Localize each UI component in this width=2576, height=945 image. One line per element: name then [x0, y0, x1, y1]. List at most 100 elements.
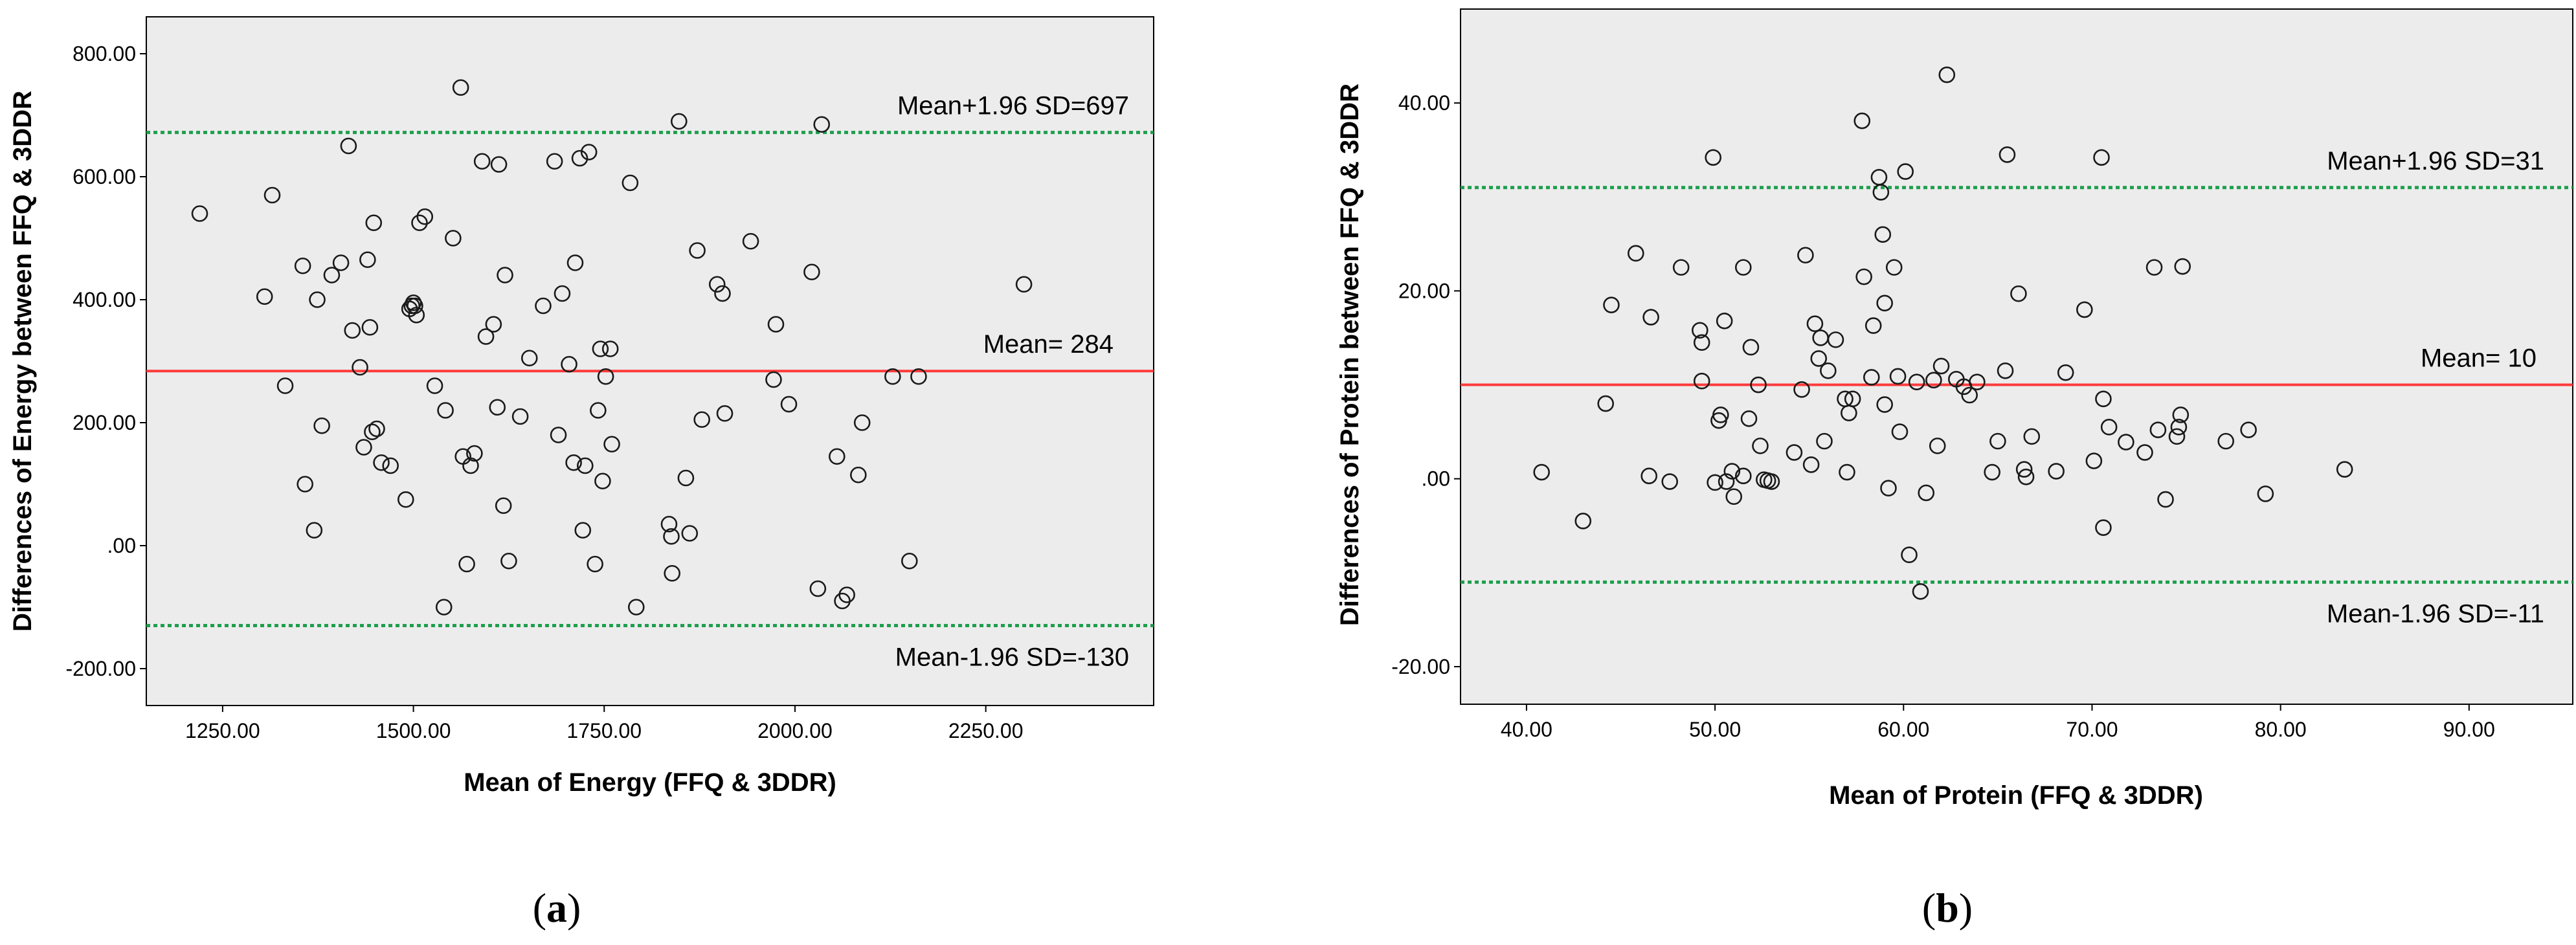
- data-point: [850, 466, 867, 484]
- data-point: [332, 254, 350, 271]
- y-tick-label: 800.00: [73, 42, 136, 65]
- data-point: [382, 457, 399, 474]
- y-tick-label: .00: [1422, 467, 1450, 491]
- data-point: [256, 288, 273, 306]
- x-tick-label: 1500.00: [376, 719, 451, 742]
- data-point: [344, 322, 361, 339]
- data-point: [546, 153, 563, 170]
- y-tick-label: 600.00: [73, 165, 136, 188]
- data-point: [1918, 484, 1935, 502]
- data-point: [373, 454, 390, 471]
- data-point: [521, 350, 538, 367]
- data-point: [708, 276, 726, 293]
- data-point: [714, 285, 731, 302]
- data-point: [853, 414, 871, 431]
- data-point: [742, 232, 759, 250]
- data-point: [1925, 372, 1942, 389]
- data-point: [2015, 461, 2033, 478]
- panel-marks: -200.00 .00 200.00 400.00 600.00 800.00 1250.0…: [65, 42, 1154, 742]
- data-point: [294, 257, 311, 274]
- data-point: [359, 251, 376, 269]
- data-point: [574, 522, 592, 539]
- panel-label: a: [546, 885, 567, 931]
- data-point: [364, 423, 381, 441]
- data-point: [458, 555, 475, 573]
- data-point: [276, 377, 294, 394]
- data-point: [2095, 390, 2112, 408]
- data-point: [603, 436, 620, 453]
- data-point: [2217, 432, 2235, 450]
- y-axis-label: Differences of Protein between FFQ & 3DD…: [1336, 83, 1364, 626]
- data-point: [1603, 296, 1620, 313]
- data-point: [1938, 66, 1956, 83]
- data-point: [809, 580, 827, 597]
- data-point: [1716, 313, 1733, 329]
- data-point: [1533, 463, 1551, 481]
- data-point: [1725, 488, 1743, 506]
- data-point: [1734, 467, 1752, 485]
- data-point: [489, 399, 506, 416]
- data-point: [2149, 421, 2167, 439]
- data-point: [426, 377, 443, 394]
- data-point: [660, 515, 678, 533]
- data-point: [1816, 432, 1833, 450]
- data-point: [1718, 473, 1735, 490]
- data-point: [2010, 285, 2027, 302]
- data-point: [473, 153, 491, 170]
- data-point: [309, 291, 326, 308]
- panel-label: b: [1936, 885, 1959, 931]
- x-tick-label: 80.00: [2255, 718, 2307, 741]
- data-point: [829, 448, 846, 465]
- x-tick-label: 2000.00: [757, 719, 833, 742]
- data-point: [352, 359, 368, 376]
- mean-line-label: Mean= 284: [983, 330, 1114, 359]
- data-point: [477, 328, 495, 345]
- data-point: [910, 368, 927, 385]
- data-point: [2057, 364, 2074, 381]
- data-point: [663, 528, 680, 545]
- data-point: [1969, 373, 1986, 390]
- data-point: [191, 205, 208, 222]
- data-point: [1876, 396, 1893, 413]
- data-point: [2085, 452, 2103, 469]
- data-point: [1723, 463, 1741, 480]
- data-point: [2095, 519, 2112, 536]
- data-point: [1806, 315, 1824, 333]
- data-point: [813, 116, 831, 133]
- data-point: [462, 457, 479, 474]
- data-point: [670, 113, 688, 130]
- data-point: [306, 522, 323, 539]
- data-point: [1793, 381, 1810, 398]
- data-point: [355, 439, 372, 456]
- data-point: [1661, 473, 1679, 490]
- panel-marks: -20.00 .00 20.00 40.00 40.00 50.00 60.00 70.00 8…: [1391, 66, 2573, 741]
- data-point: [1797, 247, 1814, 264]
- data-point: [1015, 276, 1033, 293]
- data-point: [677, 469, 695, 487]
- data-point: [1876, 295, 1893, 312]
- data-point: [2145, 259, 2163, 276]
- upper-limit-line-label: Mean+1.96 SD=31: [2327, 147, 2544, 175]
- data-point: [1999, 146, 2016, 163]
- x-tick-label: 90.00: [2443, 718, 2495, 741]
- data-point: [2257, 485, 2274, 502]
- data-point: [407, 297, 423, 315]
- data-point: [689, 242, 706, 259]
- data-point: [1641, 467, 1657, 485]
- y-axis-label: Differences of Energy between FFQ & 3DDR: [8, 91, 37, 632]
- data-point: [1693, 334, 1710, 351]
- lower-limit-line-label: Mean-1.96 SD=-11: [2327, 599, 2544, 628]
- data-point: [1628, 245, 1644, 262]
- data-point: [1901, 546, 1918, 564]
- panel-caption: (b): [1922, 885, 1973, 931]
- data-point: [767, 316, 785, 333]
- data-point: [780, 395, 798, 413]
- data-point: [313, 417, 330, 434]
- data-point: [561, 355, 577, 373]
- data-point: [1734, 259, 1752, 276]
- data-point: [408, 306, 425, 324]
- x-tick-label: 2250.00: [948, 719, 1024, 742]
- data-point: [2172, 406, 2190, 423]
- x-tick-label: 60.00: [1877, 718, 1929, 741]
- data-point: [1912, 583, 1929, 600]
